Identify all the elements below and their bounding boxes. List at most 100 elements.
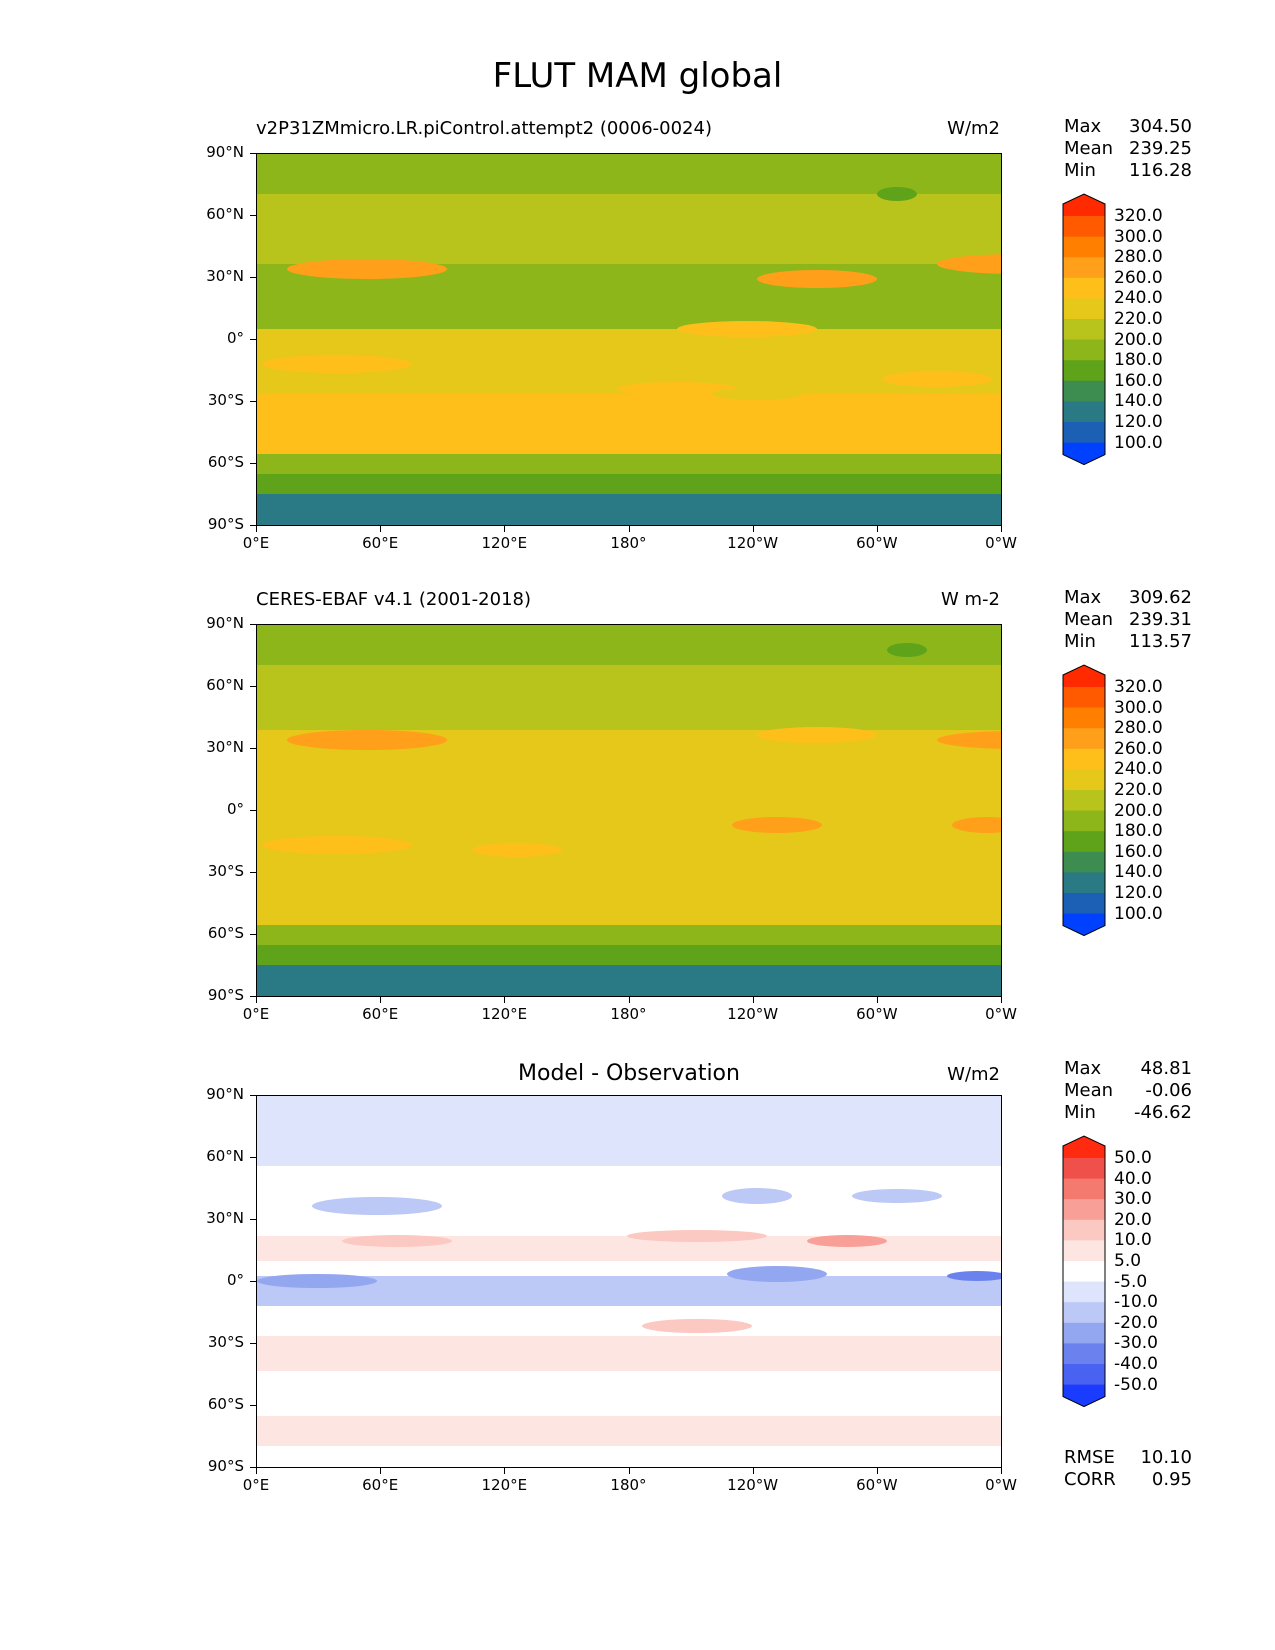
lon-tick-mark [628, 1468, 630, 1474]
colorbar-tick-label: 140.0 [1114, 862, 1163, 883]
colorbar-segment [1063, 380, 1105, 402]
stat-min-value: 116.28 [1129, 160, 1192, 181]
colorbar: 50.0 40.0 30.0 20.0 10.0 5.0 -5.0 -10.0 -20.0 -30… [1062, 1135, 1158, 1412]
colorbar-tick-label: 40.0 [1114, 1168, 1152, 1189]
colorbar-extend-max [1063, 665, 1105, 687]
lon-tick-label: 60°W [856, 1005, 898, 1023]
colorbar-outline [1062, 1135, 1106, 1408]
lon-tick-mark [380, 997, 382, 1003]
field-band [257, 800, 1001, 865]
field-feature [642, 1319, 752, 1333]
lon-tick-label: 120°E [481, 1005, 528, 1023]
lat-tick-mark [250, 339, 256, 340]
colorbar-tick-label: 260.0 [1114, 738, 1163, 759]
lat-tick-label: 60°N [206, 676, 244, 694]
colorbar-tick-label: 240.0 [1114, 759, 1163, 780]
colorbar-segment [1063, 1158, 1105, 1180]
colorbar-tick-label: 220.0 [1114, 780, 1163, 800]
colorbar-outline [1062, 193, 1106, 466]
colorbar-segment [1063, 1219, 1105, 1241]
colorbar-extend-min [1063, 1384, 1105, 1407]
stat-min-label: Min [1064, 160, 1096, 181]
colorbar-segment [1063, 769, 1105, 791]
lat-tick-label: 30°N [206, 738, 244, 756]
colorbar-tick-label: 180.0 [1114, 821, 1163, 842]
lat-tick-label: 0° [226, 1271, 244, 1289]
colorbar-svg [1062, 193, 1106, 466]
colorbar-tick-label: -40.0 [1114, 1354, 1158, 1374]
rmse-label: RMSE [1064, 1447, 1115, 1468]
field-feature [757, 270, 877, 288]
field-feature [732, 817, 822, 833]
corr-value: 0.95 [1151, 1469, 1192, 1490]
colorbar-outline [1062, 664, 1106, 937]
lat-tick-mark [250, 1343, 256, 1344]
field-band [257, 154, 1001, 194]
colorbar-extend-min [1063, 913, 1105, 936]
lat-tick-label: 30°S [207, 1333, 244, 1351]
colorbar-svg [1062, 664, 1106, 937]
field-band [257, 665, 1001, 730]
lon-tick-label: 180° [610, 534, 647, 552]
lon-tick-label: 180° [610, 1476, 647, 1494]
stat-max-value: 309.62 [1129, 587, 1192, 608]
colorbar-tick-label: 160.0 [1114, 841, 1163, 862]
lat-tick-mark [250, 624, 256, 625]
colorbar-segment [1063, 236, 1105, 258]
lon-tick-mark [628, 526, 630, 532]
lon-tick-mark [256, 526, 257, 532]
colorbar-tick-label: 180.0 [1114, 350, 1163, 371]
lon-tick-label: 120°E [481, 1476, 528, 1494]
lon-tick-label: 120°E [481, 534, 528, 552]
lat-tick-mark [250, 401, 256, 402]
units-label: W/m2 [947, 118, 1000, 139]
lat-tick-mark [250, 1281, 256, 1282]
colorbar-tick-label: 260.0 [1114, 267, 1163, 288]
lat-tick-mark [250, 686, 256, 687]
field-feature [937, 731, 1001, 749]
map-field [257, 1096, 1001, 1467]
field-feature [882, 371, 992, 387]
lat-tick-mark [250, 810, 256, 811]
lat-tick-mark [250, 748, 256, 749]
lon-tick-label: 0°E [242, 1005, 270, 1023]
field-feature [727, 1266, 827, 1282]
field-feature [567, 397, 647, 411]
lon-tick-label: 60°E [362, 534, 399, 552]
colorbar-segment [1063, 1240, 1105, 1262]
field-feature [947, 1271, 1001, 1281]
colorbar-segment [1063, 831, 1105, 853]
field-band [257, 194, 1001, 264]
field-feature [807, 1235, 887, 1247]
colorbar: 320.0 300.0 280.0 260.0 240.0 220.0 200.0 180.0… [1062, 193, 1163, 470]
lon-tick-label: 180° [610, 1005, 647, 1023]
lat-tick-mark [250, 277, 256, 278]
field-band [257, 865, 1001, 925]
colorbar-segment [1063, 360, 1105, 382]
field-feature [757, 727, 877, 743]
lon-tick-mark [504, 997, 506, 1003]
field-band [257, 625, 1001, 665]
field-feature [677, 321, 817, 337]
panel-difference: Model - Observation W/m2 Max 48.81 Mean -0… [0, 942, 1275, 1494]
colorbar-segment [1063, 1281, 1105, 1303]
stat-mean-value: 239.31 [1129, 609, 1192, 630]
lat-tick-mark [250, 1157, 256, 1158]
lon-tick-label: 0°E [242, 1476, 270, 1494]
colorbar-tick-label: -5.0 [1114, 1271, 1148, 1292]
map-field [257, 625, 1001, 996]
lat-tick-label: 30°S [207, 862, 244, 880]
panel-title: v2P31ZMmicro.LR.piControl.attempt2 (0006… [256, 118, 712, 139]
colorbar-tick-label: 300.0 [1114, 697, 1163, 718]
stat-mean-label: Mean [1064, 138, 1114, 159]
lon-tick-mark [1001, 997, 1002, 1003]
colorbar-segment [1063, 339, 1105, 361]
colorbar-segment [1063, 790, 1105, 812]
colorbar-segment [1063, 810, 1105, 832]
colorbar-segment [1063, 216, 1105, 238]
colorbar-tick-label: 240.0 [1114, 288, 1163, 309]
colorbar-segment [1063, 422, 1105, 444]
field-feature [877, 187, 917, 201]
field-feature [342, 1235, 452, 1247]
colorbar-segment [1063, 1364, 1105, 1386]
